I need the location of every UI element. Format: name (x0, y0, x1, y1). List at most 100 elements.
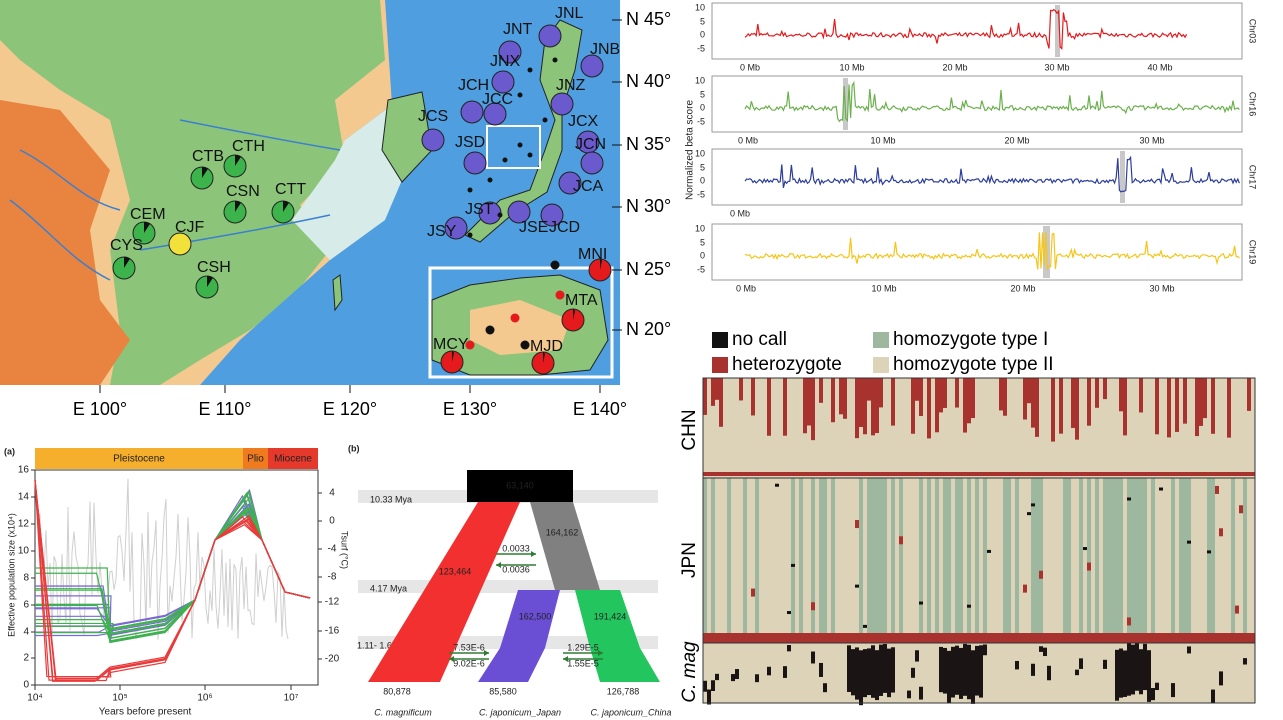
hom1-column (1119, 478, 1123, 643)
nocall (919, 601, 923, 605)
y-tick-label: 2 (23, 653, 29, 664)
cmag-block (947, 650, 951, 704)
hom1-column (727, 478, 731, 643)
het-column (867, 378, 871, 401)
y-tick-label: 10 (695, 75, 705, 85)
site-pie (507, 200, 531, 224)
cmag-block (975, 645, 979, 696)
inset-frame (486, 125, 541, 169)
hom1-column (1111, 478, 1115, 643)
site-label: MCY (433, 336, 469, 353)
het-column (1211, 378, 1215, 434)
site-pie (421, 128, 445, 152)
het-cell (1023, 584, 1027, 593)
site-label: MJD (530, 338, 563, 355)
het-column (783, 378, 787, 436)
cmag-cell (1047, 665, 1051, 681)
branch-anc (530, 502, 600, 590)
scan-ylabel: Normalized beta score (685, 100, 696, 200)
cmag-cell (731, 674, 735, 682)
hom1-column (871, 478, 875, 643)
x-tick-label: 30 Mb (1149, 283, 1174, 293)
het-cell (1219, 528, 1223, 537)
het-cell (855, 520, 859, 529)
site-pie (491, 70, 515, 94)
taiwan (332, 274, 343, 312)
chromosome: Chr16 (1248, 92, 1258, 117)
pop-size: 126,788 (607, 686, 640, 696)
x-tick-label: 0 Mb (730, 208, 750, 218)
nocall (787, 611, 791, 615)
het-column (803, 378, 807, 434)
het-column (1075, 378, 1079, 440)
site-pie (444, 216, 468, 240)
hom1-column (1131, 478, 1135, 643)
cmag-block (891, 647, 895, 693)
y2-tick-label: -4 (328, 544, 337, 555)
y-tick-label: 10 (695, 148, 705, 158)
cmag-block (871, 645, 875, 698)
site-label: JCS (418, 108, 448, 125)
het-column (1103, 378, 1107, 400)
y-tick-label: 12 (18, 519, 30, 530)
hom1-column (1135, 478, 1139, 643)
x-tick-label: 10⁷ (284, 693, 299, 704)
het-column (875, 378, 879, 434)
nocall (987, 549, 991, 553)
scan-line (744, 155, 1240, 193)
het-cell (1239, 505, 1243, 514)
het-column (967, 378, 971, 424)
het-column (1027, 378, 1031, 404)
het-column (711, 378, 715, 406)
sample-point (542, 117, 548, 123)
legend-label: no call (732, 329, 787, 350)
het-column (739, 378, 743, 401)
cmag-cell (1015, 660, 1019, 670)
het-column (935, 378, 939, 433)
sample-point (552, 57, 558, 63)
japan (464, 19, 583, 243)
hom1-column (823, 478, 827, 643)
het-cell (1235, 605, 1239, 614)
hom1-column (1015, 478, 1019, 643)
site-label: JCX (568, 113, 599, 130)
hom1-column (1211, 478, 1215, 643)
cmag-block (951, 646, 955, 698)
y2-tick-label: -20 (325, 654, 340, 665)
group-label: JPN (679, 542, 700, 578)
site-label: CTT (275, 181, 306, 198)
het-row (703, 472, 1255, 476)
lowland (0, 0, 385, 385)
het-column (1247, 378, 1251, 411)
inset-point (485, 325, 495, 335)
highlight (1055, 5, 1060, 57)
cmag-block (963, 643, 967, 696)
site-pie (580, 54, 604, 78)
x-tick-label: 30 Mb (1139, 135, 1164, 145)
nocall (1187, 540, 1191, 544)
hom1-column (1171, 478, 1175, 643)
het-column (863, 378, 867, 435)
het-column (715, 378, 719, 400)
plot-frame (34, 469, 319, 686)
het-column (751, 378, 755, 416)
site-label: CSN (226, 183, 260, 200)
site-label: JSE (519, 219, 548, 236)
inset-point (510, 313, 520, 323)
sample-point (517, 142, 523, 148)
cmag-cell (783, 666, 787, 678)
species-label: C. japonicum_China (590, 707, 671, 717)
site-label: CYS (110, 237, 143, 254)
branch-mag (368, 502, 520, 682)
het-column (831, 378, 835, 423)
site-label: JCC (482, 91, 513, 108)
sample-point (527, 67, 533, 73)
cmag-block (967, 644, 971, 700)
y-tick-label: 16 (18, 465, 30, 476)
site-pie (558, 171, 582, 195)
migration-rate: 0.0033 (502, 543, 530, 553)
pie-slice (452, 351, 454, 362)
pie-slice (207, 276, 213, 287)
y-tick-label: 4 (23, 627, 29, 638)
